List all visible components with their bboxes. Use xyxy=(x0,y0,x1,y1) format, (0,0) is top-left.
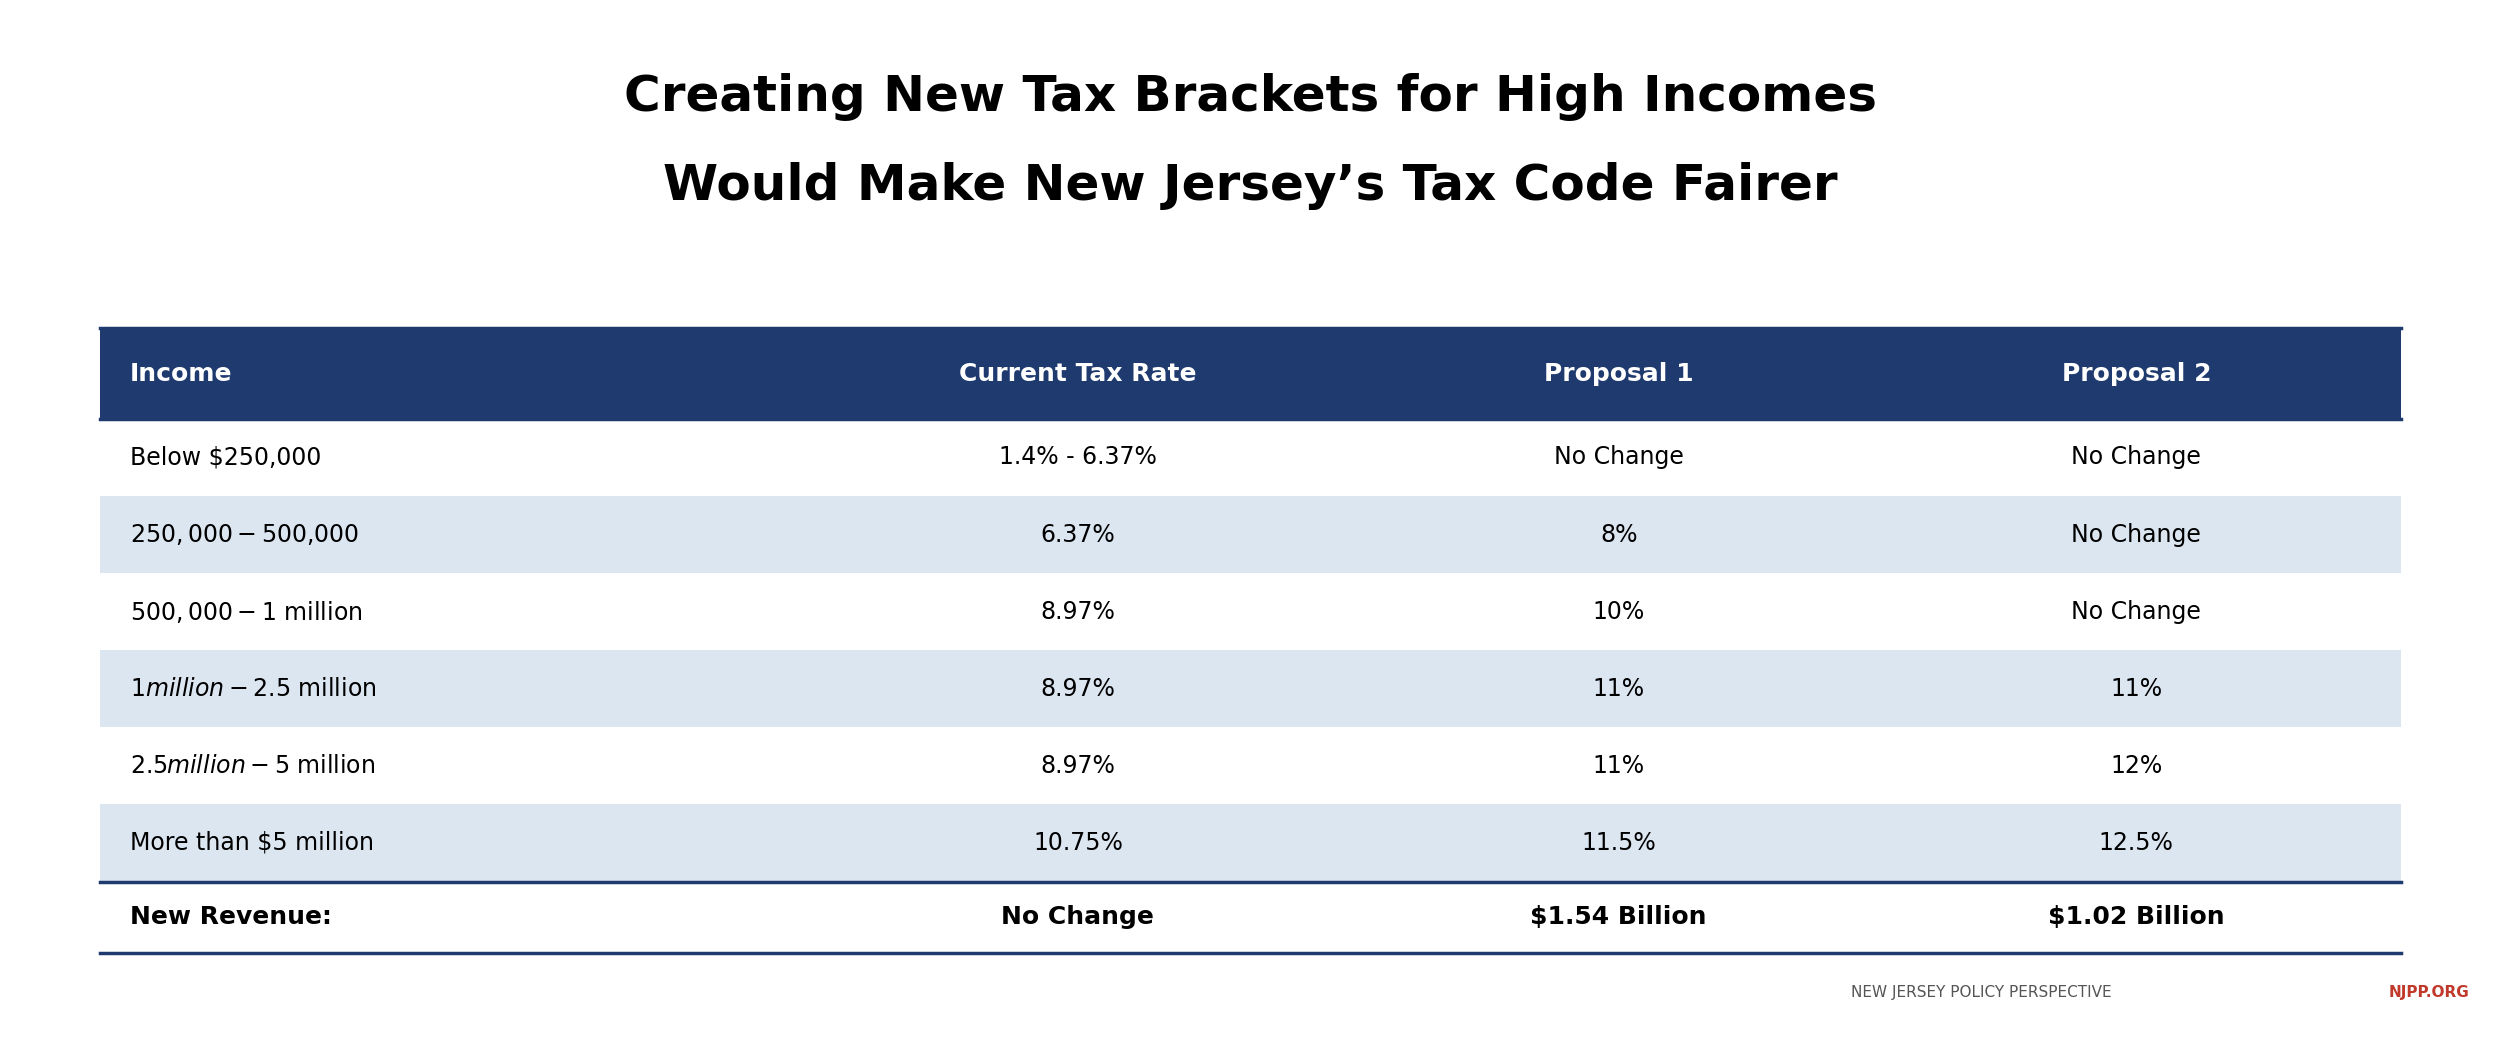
FancyBboxPatch shape xyxy=(100,650,790,727)
Text: 6.37%: 6.37% xyxy=(1040,522,1115,547)
Text: Creating New Tax Brackets for High Incomes: Creating New Tax Brackets for High Incom… xyxy=(625,73,1876,121)
FancyBboxPatch shape xyxy=(1366,727,1871,804)
FancyBboxPatch shape xyxy=(1871,804,2401,882)
FancyBboxPatch shape xyxy=(100,882,790,953)
Text: 10%: 10% xyxy=(1593,599,1646,624)
FancyBboxPatch shape xyxy=(790,419,1366,496)
Text: NJPP.ORG: NJPP.ORG xyxy=(2388,986,2468,1000)
Text: Current Tax Rate: Current Tax Rate xyxy=(960,362,1195,386)
Text: Proposal 2: Proposal 2 xyxy=(2061,362,2211,386)
Text: $1.54 Billion: $1.54 Billion xyxy=(1531,905,1706,929)
FancyBboxPatch shape xyxy=(790,882,1366,953)
FancyBboxPatch shape xyxy=(1366,419,1871,496)
FancyBboxPatch shape xyxy=(1871,882,2401,953)
Text: No Change: No Change xyxy=(2071,522,2201,547)
Text: No Change: No Change xyxy=(2071,599,2201,624)
Text: $2.5 million - $5 million: $2.5 million - $5 million xyxy=(130,753,375,778)
Text: 10.75%: 10.75% xyxy=(1033,830,1123,855)
Text: More than $5 million: More than $5 million xyxy=(130,830,375,855)
FancyBboxPatch shape xyxy=(100,727,790,804)
Text: 11%: 11% xyxy=(1593,753,1646,778)
FancyBboxPatch shape xyxy=(1871,328,2401,419)
Text: $1.02 Billion: $1.02 Billion xyxy=(2048,905,2226,929)
FancyBboxPatch shape xyxy=(1871,573,2401,650)
Text: $250,000 - $500,000: $250,000 - $500,000 xyxy=(130,522,360,547)
Text: 8%: 8% xyxy=(1601,522,1638,547)
Text: $1 million - $2.5 million: $1 million - $2.5 million xyxy=(130,676,378,701)
Text: 12%: 12% xyxy=(2111,753,2163,778)
FancyBboxPatch shape xyxy=(790,804,1366,882)
Text: Proposal 1: Proposal 1 xyxy=(1543,362,1693,386)
Text: 8.97%: 8.97% xyxy=(1040,753,1115,778)
Text: 11%: 11% xyxy=(1593,676,1646,701)
FancyBboxPatch shape xyxy=(1871,419,2401,496)
FancyBboxPatch shape xyxy=(1366,328,1871,419)
FancyBboxPatch shape xyxy=(1366,804,1871,882)
FancyBboxPatch shape xyxy=(790,496,1366,573)
FancyBboxPatch shape xyxy=(790,328,1366,419)
Text: 8.97%: 8.97% xyxy=(1040,599,1115,624)
Text: $500,000 - $1 million: $500,000 - $1 million xyxy=(130,599,363,624)
Text: 1.4% - 6.37%: 1.4% - 6.37% xyxy=(998,445,1158,470)
Text: Below $250,000: Below $250,000 xyxy=(130,445,323,470)
Text: No Change: No Change xyxy=(1553,445,1683,470)
FancyBboxPatch shape xyxy=(100,573,790,650)
Text: NEW JERSEY POLICY PERSPECTIVE: NEW JERSEY POLICY PERSPECTIVE xyxy=(1851,986,2111,1000)
Text: 11.5%: 11.5% xyxy=(1581,830,1656,855)
FancyBboxPatch shape xyxy=(1366,882,1871,953)
Text: Income: Income xyxy=(130,362,233,386)
FancyBboxPatch shape xyxy=(100,328,790,419)
Text: New Revenue:: New Revenue: xyxy=(130,905,333,929)
Text: Would Make New Jersey’s Tax Code Fairer: Would Make New Jersey’s Tax Code Fairer xyxy=(663,162,1838,209)
FancyBboxPatch shape xyxy=(790,573,1366,650)
FancyBboxPatch shape xyxy=(1871,727,2401,804)
FancyBboxPatch shape xyxy=(790,650,1366,727)
FancyBboxPatch shape xyxy=(1871,496,2401,573)
Text: 12.5%: 12.5% xyxy=(2098,830,2173,855)
FancyBboxPatch shape xyxy=(790,727,1366,804)
FancyBboxPatch shape xyxy=(1871,650,2401,727)
FancyBboxPatch shape xyxy=(1366,650,1871,727)
FancyBboxPatch shape xyxy=(100,804,790,882)
FancyBboxPatch shape xyxy=(100,419,790,496)
Text: 11%: 11% xyxy=(2111,676,2163,701)
Text: 8.97%: 8.97% xyxy=(1040,676,1115,701)
FancyBboxPatch shape xyxy=(100,496,790,573)
FancyBboxPatch shape xyxy=(1366,573,1871,650)
Text: No Change: No Change xyxy=(1000,905,1155,929)
FancyBboxPatch shape xyxy=(1366,496,1871,573)
Text: No Change: No Change xyxy=(2071,445,2201,470)
